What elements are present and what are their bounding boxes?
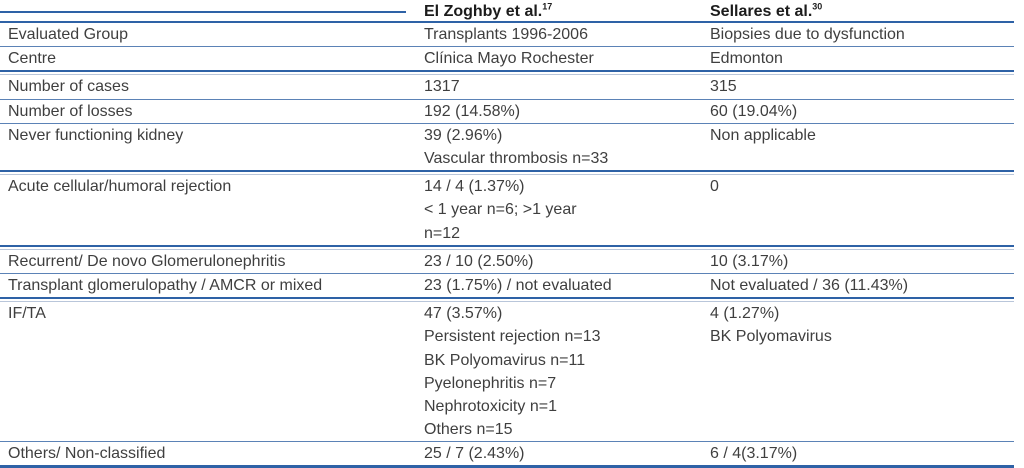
row-value-el-zoghby: 1317: [424, 75, 710, 98]
cell-line: 60 (19.04%): [710, 102, 798, 120]
table-row: Never functioning kidney 39 (2.96%) Vascu…: [0, 124, 1014, 170]
table-row: IF/TA 47 (3.57%) Persistent rejection n=1…: [0, 302, 1014, 441]
table-row: Number of losses 192 (14.58%) 60 (19.04%…: [0, 100, 1014, 123]
row-separator: [0, 70, 1014, 76]
cell-line: Others n=15: [424, 421, 513, 439]
row-value-sellares: Biopsies due to dysfunction: [710, 23, 1014, 46]
row-value-el-zoghby: 192 (14.58%): [424, 100, 710, 123]
cell-line: 192 (14.58%): [424, 102, 521, 120]
row-label: IF/TA: [8, 305, 46, 323]
row-label: Number of cases: [8, 78, 129, 96]
cell-line: n=12: [424, 224, 461, 242]
row-value-sellares: 6 / 4(3.17%): [710, 442, 1014, 465]
cell-line: 1317: [424, 78, 460, 96]
row-label: Recurrent/ De novo Glomerulonephritis: [8, 252, 286, 270]
table-row: Number of cases 1317 315: [0, 75, 1014, 98]
row-separator: [0, 244, 1014, 250]
cell-line: Non applicable: [710, 126, 816, 144]
table-row: Others/ Non-classified 25 / 7 (2.43%) 6 …: [0, 442, 1014, 465]
cell-line: Persistent rejection n=13: [424, 328, 601, 346]
table-row: Evaluated Group Transplants 1996-2006 Bi…: [0, 23, 1014, 46]
cell-line: BK Polyomavirus n=11: [424, 351, 586, 369]
row-label: Acute cellular/humoral rejection: [8, 178, 232, 196]
cell-line: 47 (3.57%): [424, 305, 503, 323]
row-value-sellares: 60 (19.04%): [710, 100, 1014, 123]
cell-line: 315: [710, 78, 737, 96]
table-row: Centre Clínica Mayo Rochester Edmonton: [0, 47, 1014, 70]
row-value-el-zoghby: 23 / 10 (2.50%): [424, 250, 710, 273]
row-label: Others/ Non-classified: [8, 445, 166, 463]
cell-line: Clínica Mayo Rochester: [424, 50, 594, 68]
row-value-sellares: 4 (1.27%) BK Polyomavirus: [710, 302, 1014, 441]
row-separator: [0, 170, 1014, 176]
row-separator: [0, 98, 1014, 100]
row-value-sellares: Not evaluated / 36 (11.43%): [710, 274, 1014, 297]
table-header-row: El Zoghby et al.17 Sellares et al.30: [0, 0, 1014, 21]
row-label: Transplant glomerulopathy / AMCR or mixe…: [8, 276, 323, 294]
table-row: Transplant glomerulopathy / AMCR or mixe…: [0, 274, 1014, 297]
header-superscript-ref: 30: [812, 1, 823, 12]
cell-line: 10 (3.17%): [710, 252, 789, 270]
cell-line: 23 (1.75%) / not evaluated: [424, 276, 612, 294]
stub-top-rule: [0, 11, 406, 13]
cell-line: Not evaluated / 36 (11.43%): [710, 276, 909, 294]
header-superscript-ref: 17: [542, 1, 553, 12]
cell-line: Edmonton: [710, 50, 783, 68]
table-row: Acute cellular/humoral rejection 14 / 4 …: [0, 175, 1014, 245]
table-body: Evaluated Group Transplants 1996-2006 Bi…: [0, 23, 1014, 468]
row-label: Number of losses: [8, 102, 133, 120]
row-value-el-zoghby: 14 / 4 (1.37%) < 1 year n=6; >1 year n=12: [424, 175, 710, 245]
cell-line: 14 / 4 (1.37%): [424, 178, 525, 196]
cell-line: 25 / 7 (2.43%): [424, 445, 525, 463]
row-value-el-zoghby: Transplants 1996-2006: [424, 23, 710, 46]
table-row: Recurrent/ De novo Glomerulonephritis 23…: [0, 250, 1014, 273]
header-col-sellares-label: Sellares et al.: [710, 3, 813, 20]
row-value-el-zoghby: 39 (2.96%) Vascular thrombosis n=33: [424, 124, 710, 170]
cell-line: Nephrotoxicity n=1: [424, 397, 557, 415]
cell-line: Vascular thrombosis n=33: [424, 150, 609, 167]
row-value-el-zoghby: 25 / 7 (2.43%): [424, 442, 710, 465]
cell-line: Transplants 1996-2006: [424, 26, 588, 43]
cell-line: Biopsies due to dysfunction: [710, 26, 905, 43]
cell-line: 4 (1.27%): [710, 305, 780, 323]
row-value-sellares: Non applicable: [710, 124, 1014, 170]
row-separator: [0, 441, 1014, 443]
row-separator: [0, 122, 1014, 124]
row-separator: [0, 297, 1014, 303]
row-value-sellares: 10 (3.17%): [710, 250, 1014, 273]
row-separator: [0, 465, 1014, 468]
row-value-el-zoghby: 47 (3.57%) Persistent rejection n=13 BK Po…: [424, 302, 710, 441]
row-separator: [0, 46, 1014, 48]
cell-line: 0: [710, 178, 719, 196]
header-col-el-zoghby-label: El Zoghby et al.: [424, 3, 543, 20]
cell-line: 6 / 4(3.17%): [710, 445, 798, 463]
header-col-sellares: Sellares et al.30: [710, 1, 1014, 21]
cell-line: Pyelonephritis n=7: [424, 374, 557, 392]
row-label: Never functioning kidney: [8, 126, 184, 144]
row-value-sellares: 0: [710, 175, 1014, 245]
row-value-sellares: Edmonton: [710, 47, 1014, 70]
header-rule: [0, 21, 1014, 23]
row-value-sellares: 315: [710, 75, 1014, 98]
cell-line: < 1 year n=6; >1 year: [424, 201, 577, 219]
header-col-el-zoghby: El Zoghby et al.17: [424, 1, 710, 21]
cell-line: 39 (2.96%): [424, 126, 503, 144]
row-value-el-zoghby: Clínica Mayo Rochester: [424, 47, 710, 70]
cell-line: 23 / 10 (2.50%): [424, 252, 534, 270]
row-separator: [0, 272, 1014, 274]
cell-line: BK Polyomavirus: [710, 328, 832, 346]
row-value-el-zoghby: 23 (1.75%) / not evaluated: [424, 274, 710, 297]
row-label: Centre: [8, 50, 57, 68]
row-label: Evaluated Group: [8, 26, 129, 43]
